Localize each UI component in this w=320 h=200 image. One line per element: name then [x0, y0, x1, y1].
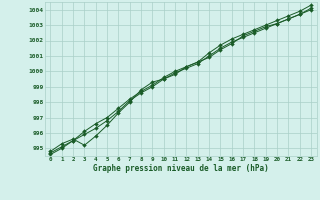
X-axis label: Graphe pression niveau de la mer (hPa): Graphe pression niveau de la mer (hPa)	[93, 164, 269, 173]
